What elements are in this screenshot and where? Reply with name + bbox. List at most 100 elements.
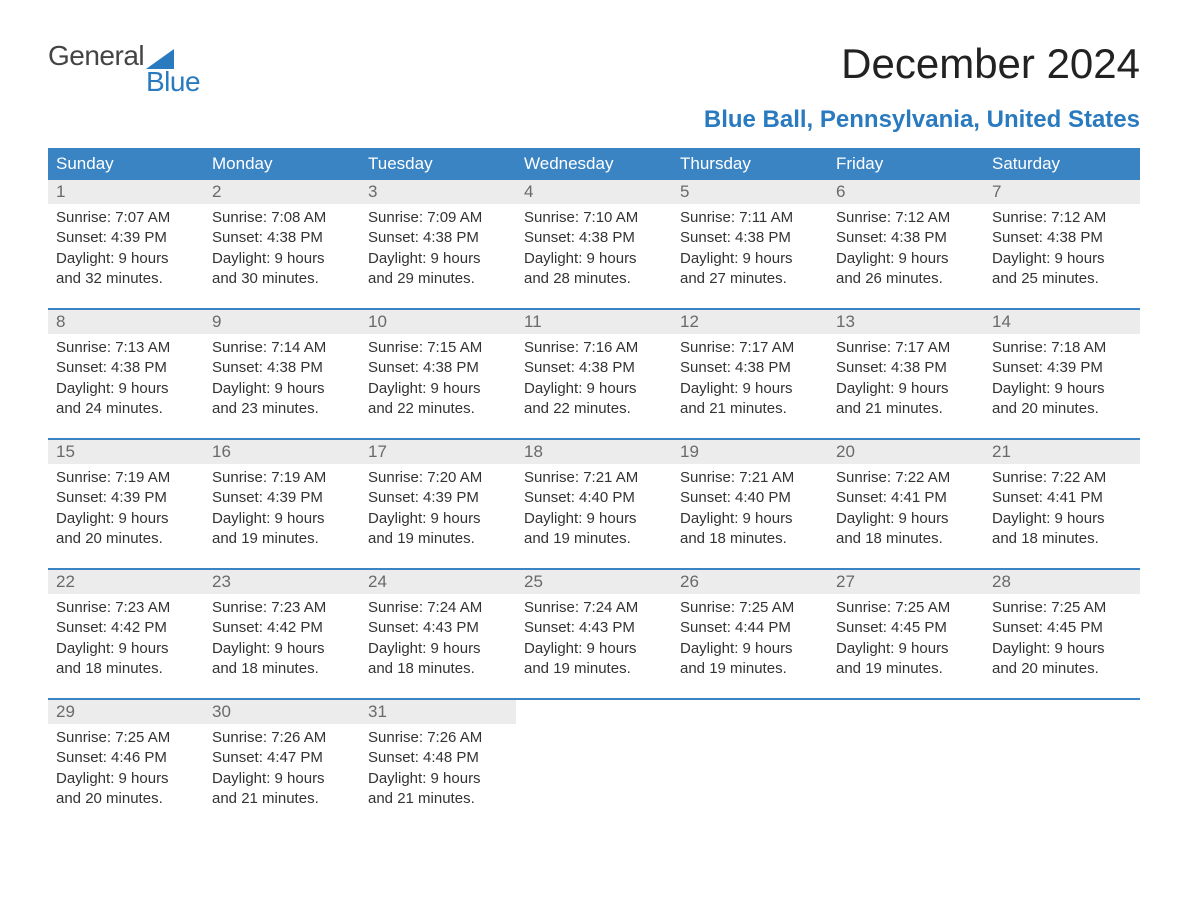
calendar-day: 5Sunrise: 7:11 AMSunset: 4:38 PMDaylight… [672,180,828,290]
day-details: Sunrise: 7:22 AMSunset: 4:41 PMDaylight:… [828,464,984,549]
daylight-text-2: and 22 minutes. [524,399,664,419]
day-details: Sunrise: 7:21 AMSunset: 4:40 PMDaylight:… [672,464,828,549]
day-details: Sunrise: 7:25 AMSunset: 4:44 PMDaylight:… [672,594,828,679]
calendar-day: 10Sunrise: 7:15 AMSunset: 4:38 PMDayligh… [360,310,516,420]
day-details: Sunrise: 7:26 AMSunset: 4:48 PMDaylight:… [360,724,516,809]
day-number: 3 [360,180,516,204]
sunset-text: Sunset: 4:38 PM [992,228,1132,248]
daylight-text-1: Daylight: 9 hours [212,509,352,529]
day-number: 1 [48,180,204,204]
sunset-text: Sunset: 4:40 PM [524,488,664,508]
day-number: 27 [828,570,984,594]
daylight-text-1: Daylight: 9 hours [836,639,976,659]
sunrise-text: Sunrise: 7:19 AM [56,468,196,488]
sunrise-text: Sunrise: 7:22 AM [836,468,976,488]
daylight-text-2: and 19 minutes. [368,529,508,549]
sunrise-text: Sunrise: 7:13 AM [56,338,196,358]
calendar-day: 29Sunrise: 7:25 AMSunset: 4:46 PMDayligh… [48,700,204,810]
weekday-label: Friday [828,148,984,180]
daylight-text-1: Daylight: 9 hours [992,509,1132,529]
calendar-day: 27Sunrise: 7:25 AMSunset: 4:45 PMDayligh… [828,570,984,680]
sunrise-text: Sunrise: 7:25 AM [56,728,196,748]
sunrise-text: Sunrise: 7:25 AM [992,598,1132,618]
day-details: Sunrise: 7:11 AMSunset: 4:38 PMDaylight:… [672,204,828,289]
sunrise-text: Sunrise: 7:22 AM [992,468,1132,488]
daylight-text-1: Daylight: 9 hours [524,249,664,269]
sunrise-text: Sunrise: 7:24 AM [524,598,664,618]
calendar-day: 3Sunrise: 7:09 AMSunset: 4:38 PMDaylight… [360,180,516,290]
day-details: Sunrise: 7:25 AMSunset: 4:46 PMDaylight:… [48,724,204,809]
day-number: 9 [204,310,360,334]
sunrise-text: Sunrise: 7:25 AM [680,598,820,618]
day-details: Sunrise: 7:21 AMSunset: 4:40 PMDaylight:… [516,464,672,549]
sunset-text: Sunset: 4:45 PM [836,618,976,638]
calendar-day: 22Sunrise: 7:23 AMSunset: 4:42 PMDayligh… [48,570,204,680]
daylight-text-1: Daylight: 9 hours [524,379,664,399]
weekday-label: Sunday [48,148,204,180]
sunset-text: Sunset: 4:39 PM [56,228,196,248]
daylight-text-2: and 28 minutes. [524,269,664,289]
sunrise-text: Sunrise: 7:12 AM [836,208,976,228]
daylight-text-2: and 20 minutes. [992,659,1132,679]
daylight-text-2: and 25 minutes. [992,269,1132,289]
brand-logo: General Blue [48,40,200,98]
daylight-text-1: Daylight: 9 hours [680,639,820,659]
day-number: 26 [672,570,828,594]
calendar-day: 18Sunrise: 7:21 AMSunset: 4:40 PMDayligh… [516,440,672,550]
sunrise-text: Sunrise: 7:08 AM [212,208,352,228]
daylight-text-2: and 19 minutes. [212,529,352,549]
day-details: Sunrise: 7:08 AMSunset: 4:38 PMDaylight:… [204,204,360,289]
daylight-text-2: and 18 minutes. [836,529,976,549]
daylight-text-1: Daylight: 9 hours [368,379,508,399]
day-details: Sunrise: 7:22 AMSunset: 4:41 PMDaylight:… [984,464,1140,549]
day-details: Sunrise: 7:15 AMSunset: 4:38 PMDaylight:… [360,334,516,419]
day-number: 30 [204,700,360,724]
sunrise-text: Sunrise: 7:15 AM [368,338,508,358]
weekday-label: Thursday [672,148,828,180]
daylight-text-2: and 29 minutes. [368,269,508,289]
calendar-day: 26Sunrise: 7:25 AMSunset: 4:44 PMDayligh… [672,570,828,680]
daylight-text-1: Daylight: 9 hours [368,509,508,529]
day-number: 7 [984,180,1140,204]
sunrise-text: Sunrise: 7:19 AM [212,468,352,488]
sunrise-text: Sunrise: 7:11 AM [680,208,820,228]
calendar-day: 6Sunrise: 7:12 AMSunset: 4:38 PMDaylight… [828,180,984,290]
day-details: Sunrise: 7:20 AMSunset: 4:39 PMDaylight:… [360,464,516,549]
calendar-day [672,700,828,810]
calendar-day: 25Sunrise: 7:24 AMSunset: 4:43 PMDayligh… [516,570,672,680]
sunrise-text: Sunrise: 7:26 AM [212,728,352,748]
daylight-text-2: and 18 minutes. [56,659,196,679]
day-number: 5 [672,180,828,204]
sunset-text: Sunset: 4:39 PM [992,358,1132,378]
day-number: 6 [828,180,984,204]
daylight-text-2: and 30 minutes. [212,269,352,289]
day-number: 31 [360,700,516,724]
weekday-label: Saturday [984,148,1140,180]
day-details: Sunrise: 7:18 AMSunset: 4:39 PMDaylight:… [984,334,1140,419]
sunset-text: Sunset: 4:39 PM [212,488,352,508]
calendar-day [516,700,672,810]
day-details: Sunrise: 7:10 AMSunset: 4:38 PMDaylight:… [516,204,672,289]
day-number: 16 [204,440,360,464]
calendar-body: 1Sunrise: 7:07 AMSunset: 4:39 PMDaylight… [48,180,1140,810]
day-details: Sunrise: 7:17 AMSunset: 4:38 PMDaylight:… [672,334,828,419]
daylight-text-2: and 18 minutes. [368,659,508,679]
calendar-day: 19Sunrise: 7:21 AMSunset: 4:40 PMDayligh… [672,440,828,550]
daylight-text-2: and 21 minutes. [680,399,820,419]
sunrise-text: Sunrise: 7:16 AM [524,338,664,358]
calendar-day: 20Sunrise: 7:22 AMSunset: 4:41 PMDayligh… [828,440,984,550]
daylight-text-2: and 18 minutes. [212,659,352,679]
sunrise-text: Sunrise: 7:07 AM [56,208,196,228]
daylight-text-2: and 18 minutes. [992,529,1132,549]
weekday-label: Monday [204,148,360,180]
sunrise-text: Sunrise: 7:18 AM [992,338,1132,358]
day-details: Sunrise: 7:14 AMSunset: 4:38 PMDaylight:… [204,334,360,419]
calendar-day: 9Sunrise: 7:14 AMSunset: 4:38 PMDaylight… [204,310,360,420]
weekday-label: Wednesday [516,148,672,180]
day-details: Sunrise: 7:19 AMSunset: 4:39 PMDaylight:… [204,464,360,549]
daylight-text-1: Daylight: 9 hours [56,639,196,659]
day-details: Sunrise: 7:16 AMSunset: 4:38 PMDaylight:… [516,334,672,419]
daylight-text-1: Daylight: 9 hours [524,509,664,529]
calendar: SundayMondayTuesdayWednesdayThursdayFrid… [48,148,1140,810]
sunset-text: Sunset: 4:38 PM [524,358,664,378]
